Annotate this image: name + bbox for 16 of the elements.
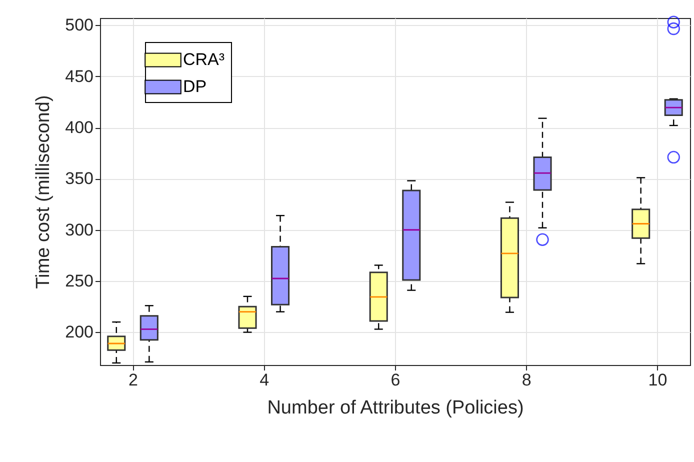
y-tick-label: 300 — [65, 220, 94, 240]
x-tick-label: 8 — [522, 370, 532, 390]
x-axis-title: Number of Attributes (Policies) — [267, 398, 524, 418]
y-tick-label: 500 — [65, 16, 94, 35]
y-tick-label: 400 — [65, 118, 94, 138]
y-tick-label: 450 — [65, 66, 94, 86]
x-tick-label: 6 — [390, 370, 400, 390]
y-axis-title: Time cost (millisecond) — [33, 95, 54, 289]
legend-label: CRA³ — [183, 50, 225, 69]
x-tick-label: 2 — [128, 370, 138, 390]
y-tick-label: 250 — [65, 272, 94, 291]
y-tick-label: 350 — [65, 169, 94, 188]
x-tick-label: 4 — [260, 370, 270, 390]
x-tick-label: 10 — [648, 370, 668, 390]
y-tick-label: 200 — [65, 322, 94, 342]
legend-label: DP — [183, 77, 207, 96]
